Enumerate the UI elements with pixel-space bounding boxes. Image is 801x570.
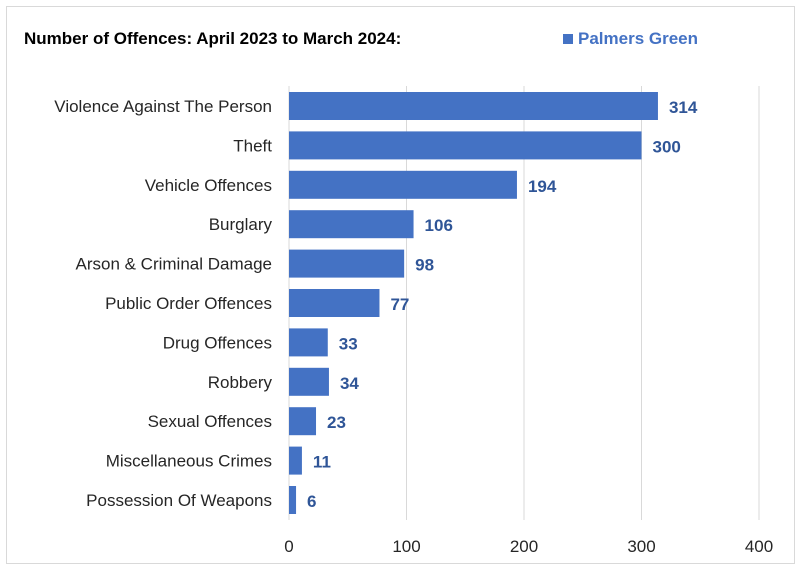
data-label: 106	[425, 216, 453, 235]
category-label: Miscellaneous Crimes	[106, 452, 272, 471]
category-label: Arson & Criminal Damage	[75, 255, 272, 274]
data-label: 194	[528, 177, 557, 196]
category-labels: Violence Against The Person Theft Vehicle …	[54, 97, 272, 510]
bar	[289, 367, 329, 396]
x-tick-label: 200	[510, 537, 538, 556]
bar	[289, 289, 380, 317]
bar	[289, 92, 658, 120]
legend-label: Palmers Green	[578, 29, 699, 48]
bar	[289, 131, 642, 160]
data-label: 34	[340, 374, 359, 393]
bar	[289, 486, 297, 514]
bar	[289, 407, 317, 436]
bar	[289, 249, 405, 278]
data-label: 314	[669, 98, 698, 117]
bar	[289, 170, 517, 199]
bar	[289, 446, 302, 475]
bars	[289, 92, 658, 514]
data-label: 77	[390, 295, 409, 314]
legend-swatch	[563, 34, 573, 44]
category-label: Theft	[233, 136, 272, 155]
x-tick-label: 100	[392, 537, 420, 556]
x-tick-label: 300	[627, 537, 655, 556]
data-label: 11	[313, 453, 331, 472]
category-label: Burglary	[209, 215, 273, 234]
x-axis-ticks: 0 100 200 300 400	[284, 537, 773, 556]
data-label: 33	[339, 334, 358, 353]
data-label: 300	[653, 137, 681, 156]
category-label: Possession Of Weapons	[86, 491, 272, 510]
data-label: 23	[327, 413, 346, 432]
x-tick-label: 400	[745, 537, 773, 556]
category-label: Vehicle Offences	[145, 176, 272, 195]
category-label: Public Order Offences	[105, 294, 272, 313]
data-label: 6	[307, 492, 316, 511]
category-label: Robbery	[208, 373, 273, 392]
category-label: Sexual Offences	[148, 412, 272, 431]
bar	[289, 328, 328, 357]
data-labels: 314 300 194 106 98 77 33 34 23 11 6	[307, 98, 698, 511]
chart-title: Number of Offences: April 2023 to March …	[24, 29, 402, 48]
category-label: Drug Offences	[163, 333, 272, 352]
category-label: Violence Against The Person	[54, 97, 272, 116]
bar	[289, 210, 414, 239]
x-tick-label: 0	[284, 537, 293, 556]
data-label: 98	[415, 256, 434, 275]
legend: Palmers Green	[563, 29, 698, 49]
